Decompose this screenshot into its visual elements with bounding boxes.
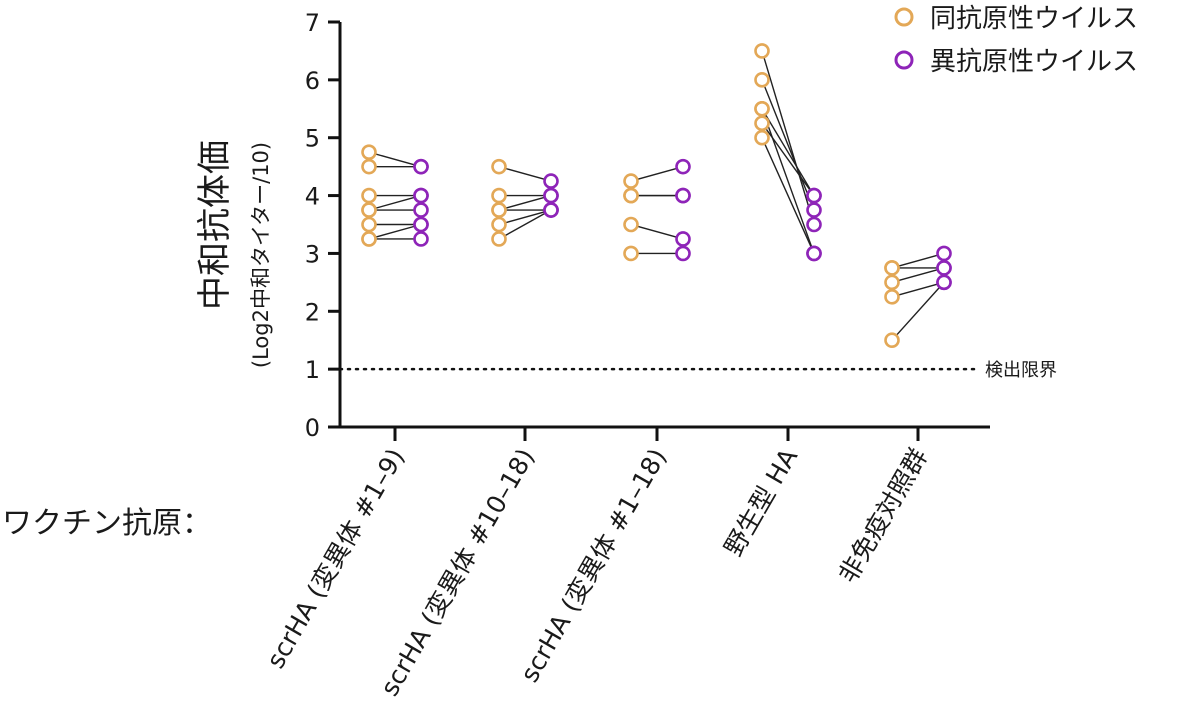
y-tick-label: 0 [305, 414, 320, 442]
category-label: scrHA (変異体 #10–18) [375, 444, 540, 701]
pair-line [630, 165, 684, 182]
y-axis-subtitle: (Log2中和タイター/10) [249, 142, 273, 368]
pair-line [761, 79, 815, 211]
x-axis: scrHA (変異体 #1–9)scrHA (変異体 #10–18)scrHA … [261, 425, 990, 701]
homologous-point [623, 245, 639, 262]
axis-labels: ワクチン抗原： 中和抗体価 (Log2中和タイター/10) [2, 140, 273, 541]
pair-line [891, 281, 945, 298]
heterologous-point [806, 187, 822, 204]
homologous-point [623, 216, 639, 233]
homologous-point [361, 158, 377, 175]
heterologous-point [675, 245, 691, 262]
homologous-point [361, 231, 377, 247]
y-tick-label: 7 [305, 9, 320, 37]
heterologous-point [675, 158, 691, 175]
pair-line [498, 165, 552, 182]
category-label: 非免疫対照群 [833, 444, 933, 588]
detection-limit-label: 検出限界 [985, 360, 1057, 381]
pair-line [368, 194, 422, 211]
homologous-point [623, 173, 639, 189]
homologous-point [884, 260, 900, 276]
pair-line [498, 209, 552, 240]
legend-marker [894, 50, 914, 70]
heterologous-point [806, 245, 822, 262]
category-label: scrHA (変異体 #1–9) [261, 444, 410, 674]
pair-line [368, 151, 422, 168]
homologous-point [361, 216, 377, 233]
pair-line [630, 223, 684, 240]
homologous-point [491, 158, 507, 175]
data-points [361, 43, 952, 349]
heterologous-point [936, 274, 952, 291]
y-tick-label: 1 [305, 356, 320, 384]
y-tick-label: 2 [305, 298, 320, 326]
homologous-point [491, 216, 507, 233]
pair-line [891, 281, 945, 341]
heterologous-point [413, 187, 429, 204]
homologous-point [754, 115, 770, 132]
detection-limit: 検出限界 [338, 360, 1057, 381]
pair-line [368, 223, 422, 240]
homologous-point [754, 100, 770, 117]
category-label: scrHA (変異体 #1–18) [515, 444, 672, 688]
heterologous-point [936, 245, 952, 262]
y-tick-label: 6 [305, 67, 320, 95]
y-tick-label: 3 [305, 240, 320, 268]
heterologous-point [413, 158, 429, 175]
y-axis: 0 1 2 3 4 5 6 7 [305, 9, 342, 442]
heterologous-point [806, 202, 822, 218]
pair-line [761, 108, 815, 196]
heterologous-point [675, 187, 691, 204]
category-label: 野生型 HA [719, 444, 804, 561]
pair-line [891, 267, 945, 284]
homologous-point [754, 129, 770, 146]
homologous-point [361, 187, 377, 204]
homologous-point [884, 332, 900, 349]
legend-marker [894, 7, 914, 27]
homologous-point [491, 202, 507, 218]
pair-line [761, 50, 815, 225]
pair-line [891, 252, 945, 269]
homologous-point [754, 43, 770, 59]
homologous-point [491, 231, 507, 247]
y-tick-label: 4 [305, 183, 320, 211]
pair-lines [368, 50, 945, 341]
heterologous-point [543, 202, 559, 218]
pair-line [761, 137, 815, 254]
homologous-point [884, 274, 900, 291]
y-tick-label: 5 [305, 125, 320, 153]
legend-label: 異抗原性ウイルス [930, 47, 1138, 77]
heterologous-point [936, 260, 952, 276]
homologous-point [361, 144, 377, 160]
pair-line [498, 209, 552, 226]
homologous-point [623, 187, 639, 204]
heterologous-point [413, 202, 429, 218]
heterologous-point [413, 231, 429, 247]
homologous-point [754, 72, 770, 88]
heterologous-point [543, 187, 559, 204]
heterologous-point [413, 216, 429, 233]
pair-line [761, 122, 815, 196]
x-prefix-label: ワクチン抗原： [2, 506, 212, 541]
pair-line [498, 194, 552, 211]
heterologous-point [806, 216, 822, 233]
pair-line [761, 108, 815, 254]
homologous-point [884, 289, 900, 305]
homologous-point [491, 187, 507, 204]
legend-label: 同抗原性ウイルス [930, 4, 1138, 34]
homologous-point [361, 202, 377, 218]
y-axis-title: 中和抗体価 [195, 140, 235, 310]
heterologous-point [675, 231, 691, 247]
heterologous-point [543, 173, 559, 189]
